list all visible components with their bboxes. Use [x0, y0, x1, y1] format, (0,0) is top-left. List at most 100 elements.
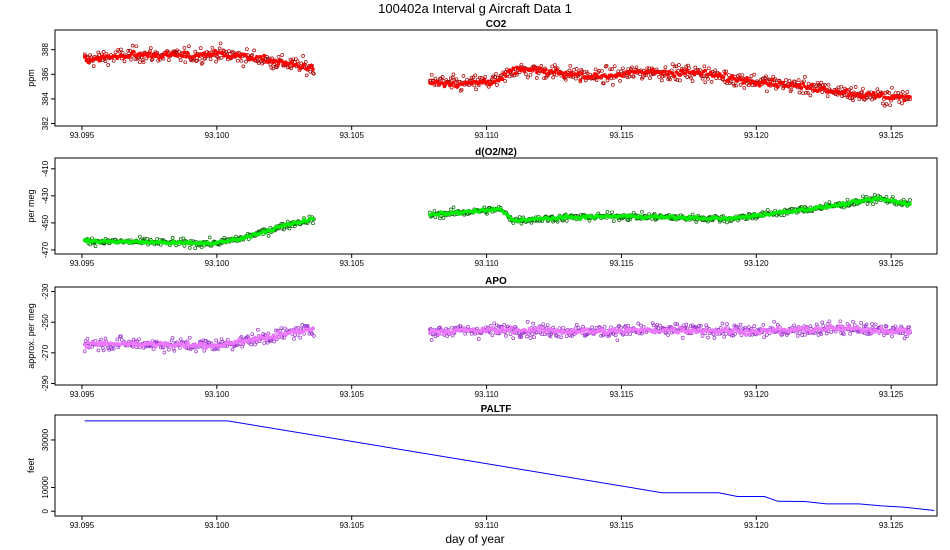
d-o2-n2-raw-point	[170, 236, 175, 240]
apo-raw-point	[214, 338, 218, 343]
d-o2-n2-y-tick-label: -430	[41, 187, 50, 204]
co2-raw-point	[657, 75, 661, 79]
apo-raw-point	[640, 331, 644, 336]
apo-raw-point	[651, 323, 656, 328]
apo-raw-point	[525, 320, 530, 324]
co2-raw-point	[271, 66, 276, 71]
apo-smoothed-point	[82, 342, 87, 347]
co2-y-tick-label: 386	[41, 67, 50, 81]
apo-raw-point	[96, 348, 101, 353]
apo-raw-point	[541, 322, 546, 327]
d-o2-n2-y-tick-label: -470	[41, 241, 50, 258]
co2-raw-point	[851, 98, 855, 102]
apo-smoothed-point	[126, 343, 130, 348]
apo-raw-point	[283, 326, 287, 331]
apo-raw-point	[641, 324, 646, 329]
co2-raw-point	[672, 64, 677, 69]
co2-raw-point	[640, 75, 645, 80]
apo-raw-point	[864, 322, 869, 327]
apo-raw-point	[194, 349, 198, 354]
apo-raw-point	[761, 323, 766, 327]
apo-raw-point	[568, 333, 573, 338]
apo-raw-point	[733, 331, 738, 336]
co2-raw-point	[593, 67, 598, 72]
co2-smoothed-point	[440, 81, 445, 85]
apo-raw-point	[704, 323, 709, 328]
apo-smoothed-point	[678, 325, 682, 330]
co2-x-tick-label: 93.100	[205, 131, 230, 140]
co2-smoothed-point	[504, 74, 508, 78]
co2-raw-point	[197, 57, 202, 61]
apo-y-axis-label: approx. per meg	[26, 303, 36, 369]
co2-smoothed-point	[901, 94, 905, 99]
co2-raw-point	[650, 72, 655, 77]
co2-raw-point	[574, 67, 579, 71]
co2-raw-point	[144, 56, 149, 61]
apo-raw-point	[762, 335, 767, 340]
apo-raw-point	[545, 323, 550, 328]
co2-raw-point	[451, 72, 456, 77]
co2-raw-point	[103, 59, 108, 64]
co2-raw-point	[881, 101, 885, 106]
co2-smoothed-point	[730, 74, 735, 78]
co2-y-axis-label: ppm	[26, 69, 36, 87]
apo-smoothed-point	[777, 330, 782, 335]
apo-smoothed-point	[293, 330, 297, 335]
co2-smoothed-point	[721, 75, 726, 79]
co2-raw-point	[226, 49, 231, 53]
apo-raw-point	[666, 333, 671, 337]
co2-raw-point	[826, 82, 831, 87]
apo-raw-point	[685, 326, 690, 331]
co2-raw-point	[534, 76, 539, 80]
co2-raw-point	[471, 75, 476, 80]
apo-raw-point	[274, 328, 278, 333]
co2-x-tick-label: 93.120	[744, 131, 769, 140]
co2-smoothed-point	[144, 51, 149, 56]
co2-smoothed-point	[843, 90, 847, 95]
apo-raw-point	[784, 333, 789, 337]
co2-smoothed-point	[902, 98, 907, 103]
apo-frame	[54, 286, 938, 386]
co2-raw-point	[218, 41, 223, 46]
apo-smoothed-point	[730, 330, 735, 334]
d-o2-n2-raw-point	[872, 192, 877, 197]
apo-smoothed-point	[484, 330, 488, 334]
co2-y-tick-label: 382	[41, 116, 50, 130]
co2-raw-point	[289, 66, 294, 71]
co2-smoothed-point	[260, 57, 265, 62]
co2-raw-point	[819, 80, 824, 85]
apo-smoothed-point	[868, 327, 872, 331]
apo-raw-point	[615, 338, 620, 343]
apo-smoothed-point	[698, 327, 702, 332]
co2-smoothed-point	[790, 81, 795, 85]
co2-raw-point	[235, 58, 240, 63]
apo-raw-point	[739, 333, 744, 337]
co2-raw-point	[199, 61, 204, 66]
co2-raw-point	[469, 75, 474, 80]
apo-raw-point	[445, 334, 449, 339]
co2-raw-point	[285, 65, 290, 70]
paltf-frame	[54, 414, 938, 517]
co2-smoothed-point	[545, 72, 550, 76]
apo-raw-point	[530, 332, 535, 336]
co2-smoothed-point	[872, 91, 876, 95]
apo-smoothed-point	[776, 326, 780, 330]
co2-raw-point	[187, 44, 191, 49]
apo-smoothed-point	[805, 325, 809, 330]
d-o2-n2-raw-point	[138, 234, 142, 239]
co2-raw-point	[198, 46, 203, 50]
co2-raw-point	[567, 68, 572, 73]
co2-raw-point	[494, 71, 498, 76]
co2-raw-point	[706, 76, 710, 81]
d-o2-n2-raw-point	[871, 202, 875, 207]
co2-smoothed-point	[908, 95, 912, 99]
co2-raw-point	[734, 83, 738, 88]
d-o2-n2-smoothed-point	[902, 200, 907, 204]
co2-smoothed-point	[276, 62, 281, 66]
apo-raw-point	[617, 324, 622, 328]
d-o2-n2-raw-point	[765, 208, 770, 212]
apo-raw-point	[531, 321, 536, 326]
apo-smoothed-point	[835, 327, 840, 332]
co2-raw-point	[245, 47, 249, 51]
